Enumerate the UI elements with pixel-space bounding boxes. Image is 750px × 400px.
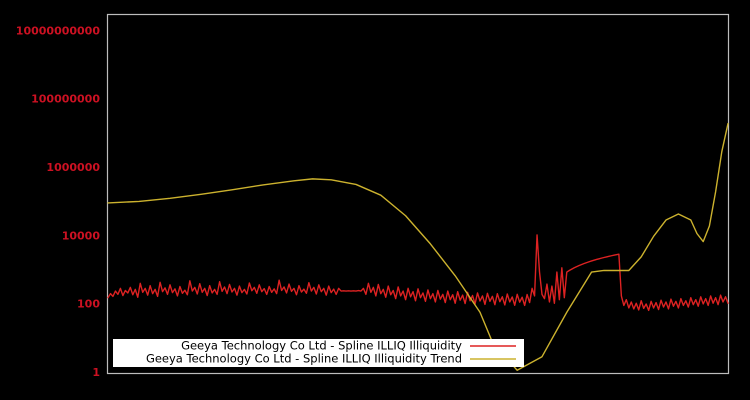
chart-legend: Geeya Technology Co Ltd - Spline ILLIQ I… [113,339,524,367]
y-axis-tick-label: 10000 [62,229,101,242]
y-axis-tick-label: 100 [77,298,100,311]
y-axis-tick-label: 1000000 [46,161,100,174]
data-series-group [107,122,729,371]
y-axis-tick-label: 100000000 [31,93,100,106]
y-axis-tick-labels: 10000000000 100000000 1000000 10000 100 1 [16,24,101,379]
plot-area-frame [106,13,730,375]
series-line-trend [107,122,729,371]
legend-background [113,339,524,367]
y-axis-tick-label: 10000000000 [16,24,101,37]
legend-label: Geeya Technology Co Ltd - Spline ILLIQ I… [181,339,462,353]
y-axis-tick-label: 1 [92,366,100,379]
legend-label: Geeya Technology Co Ltd - Spline ILLIQ I… [146,352,462,366]
series-line-illiquidity [107,234,729,312]
